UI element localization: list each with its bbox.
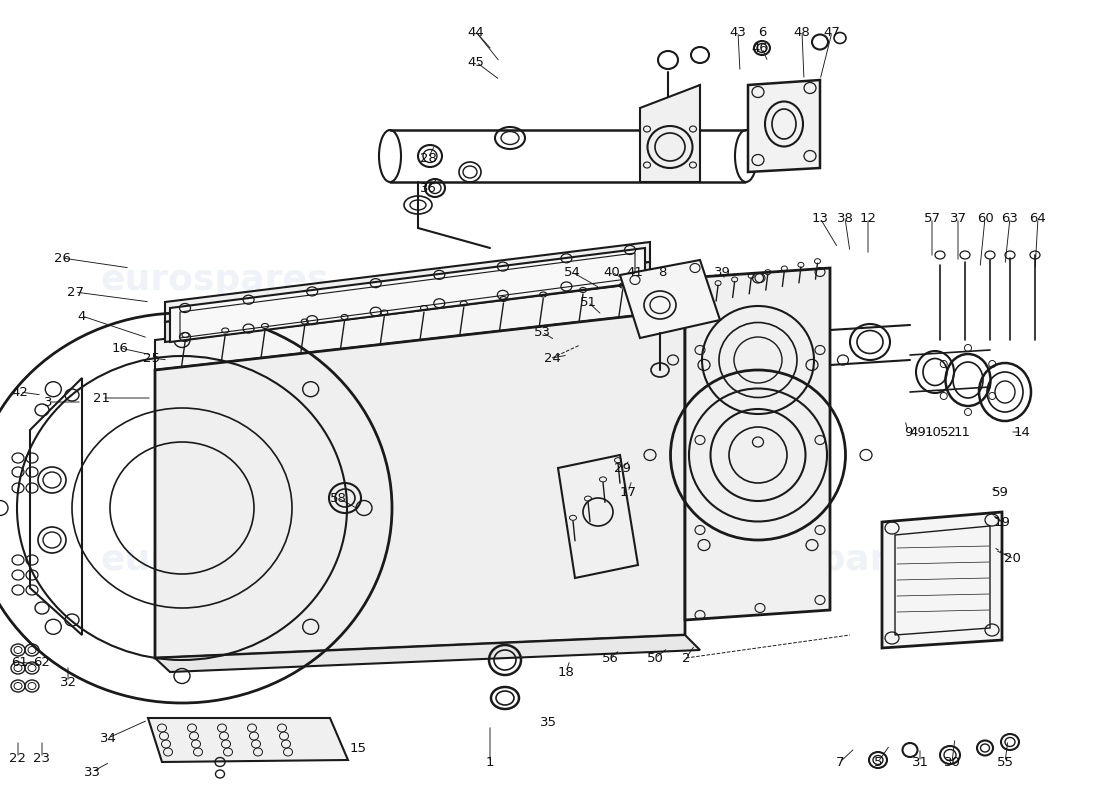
Text: 15: 15 [350,742,366,754]
Text: eurospares: eurospares [101,543,329,577]
Text: 23: 23 [33,751,51,765]
Polygon shape [155,635,700,672]
Text: 31: 31 [912,755,928,769]
Text: 17: 17 [619,486,637,498]
Text: 49: 49 [910,426,926,438]
Text: 4: 4 [78,310,86,322]
Text: 63: 63 [1002,211,1019,225]
Text: 38: 38 [837,211,854,225]
Polygon shape [148,718,348,762]
Text: 46: 46 [751,42,769,54]
Text: 37: 37 [949,211,967,225]
Text: 32: 32 [59,675,77,689]
Text: 52: 52 [939,426,957,438]
Text: 26: 26 [54,251,70,265]
Text: 45: 45 [468,55,484,69]
Text: 12: 12 [859,211,877,225]
Text: 9: 9 [904,426,912,438]
Polygon shape [620,260,721,338]
Text: 64: 64 [1030,211,1046,225]
Text: 21: 21 [94,391,110,405]
Text: 10: 10 [925,426,942,438]
Text: 54: 54 [563,266,581,278]
Text: 57: 57 [924,211,940,225]
Text: 30: 30 [944,755,960,769]
Polygon shape [558,455,638,578]
Text: 55: 55 [997,755,1013,769]
Text: 44: 44 [468,26,484,38]
Text: eurostars: eurostars [432,263,628,297]
Polygon shape [165,262,650,342]
Text: 35: 35 [539,715,557,729]
Text: 1: 1 [486,755,494,769]
Text: 11: 11 [954,426,970,438]
Polygon shape [882,512,1002,648]
Text: 13: 13 [812,211,828,225]
Text: 53: 53 [534,326,550,338]
Polygon shape [155,278,685,370]
Text: eurostars: eurostars [432,543,628,577]
Text: 19: 19 [993,515,1011,529]
Text: 18: 18 [558,666,574,678]
Text: 25: 25 [143,351,161,365]
Text: 36: 36 [419,182,437,194]
Text: 28: 28 [419,151,437,165]
Text: 24: 24 [543,351,560,365]
Text: 48: 48 [793,26,811,38]
Text: 8: 8 [658,266,667,278]
Text: 33: 33 [84,766,100,778]
Text: eurospares: eurospares [706,543,934,577]
Text: 20: 20 [1003,551,1021,565]
Polygon shape [170,248,645,342]
Text: 27: 27 [66,286,84,298]
Text: 60: 60 [977,211,993,225]
Text: 56: 56 [602,651,618,665]
Text: 5: 5 [873,755,882,769]
Text: 40: 40 [604,266,620,278]
Text: 51: 51 [580,295,596,309]
Text: 41: 41 [627,266,644,278]
Text: 39: 39 [714,266,730,278]
Text: 62: 62 [34,655,51,669]
Text: 42: 42 [12,386,29,398]
Text: 29: 29 [614,462,630,474]
Text: 58: 58 [330,491,346,505]
Text: eurospares: eurospares [101,263,329,297]
Polygon shape [30,378,82,635]
Text: 14: 14 [1013,426,1031,438]
Text: 59: 59 [991,486,1009,498]
Polygon shape [748,80,820,172]
Text: 50: 50 [647,651,663,665]
Text: 61: 61 [12,655,29,669]
Polygon shape [165,242,650,322]
Text: 16: 16 [111,342,129,354]
Text: 3: 3 [44,395,53,409]
Text: 47: 47 [824,26,840,38]
Text: 2: 2 [682,651,691,665]
Text: 6: 6 [758,26,767,38]
Text: 34: 34 [100,731,117,745]
Text: 43: 43 [729,26,747,38]
Polygon shape [685,268,830,620]
Text: 22: 22 [10,751,26,765]
Polygon shape [640,85,700,182]
Text: 7: 7 [836,755,845,769]
Polygon shape [155,310,685,658]
